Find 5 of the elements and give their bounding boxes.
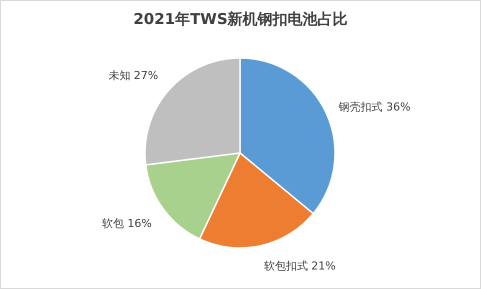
slice-label: 软包 16% xyxy=(102,217,152,230)
chart-title: 2021年TWS新机钢扣电池占比 xyxy=(133,10,348,28)
slice-label: 钢壳扣式 36% xyxy=(338,100,411,114)
slice-label: 软包扣式 21% xyxy=(264,259,336,272)
slice-label: 未知 27% xyxy=(108,68,158,82)
